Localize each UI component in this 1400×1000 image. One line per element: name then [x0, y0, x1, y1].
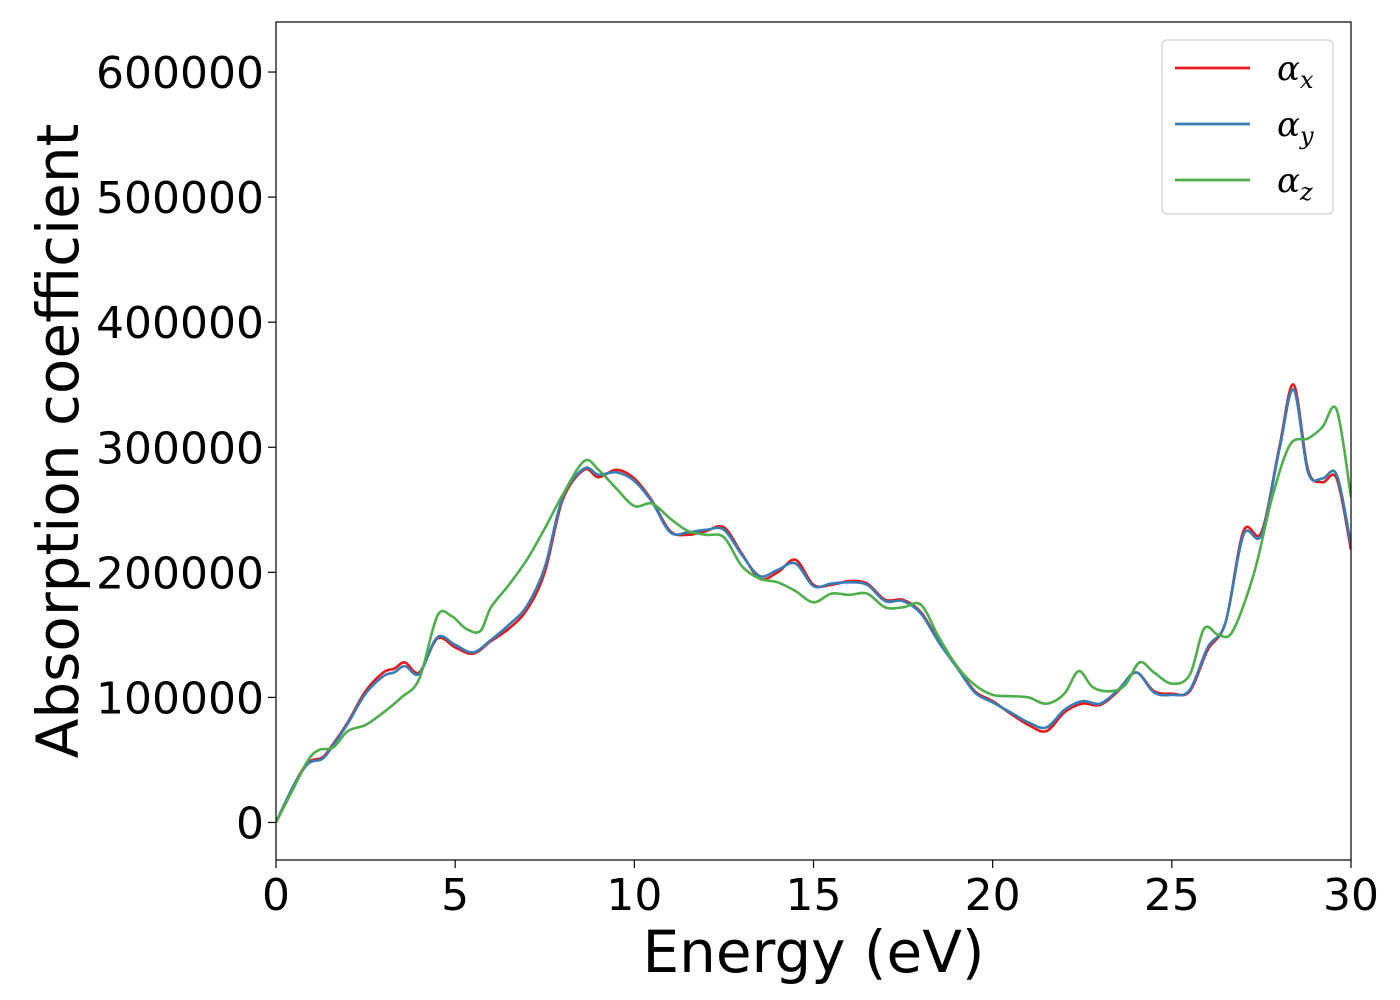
y-tick-label: 100000	[96, 673, 264, 724]
x-tick-label: 30	[1323, 870, 1379, 921]
x-tick-label: 20	[965, 870, 1021, 921]
legend-box	[1161, 39, 1334, 215]
series-layer	[276, 383, 1351, 824]
series-line-y	[276, 388, 1351, 824]
x-tick-label: 0	[262, 870, 290, 921]
x-tick-label: 15	[786, 870, 842, 921]
y-axis-title: Absorption coefficient	[24, 124, 92, 759]
x-tick-label: 25	[1144, 870, 1200, 921]
y-tick-label: 500000	[96, 173, 264, 224]
legend-label-z: αz	[1277, 161, 1313, 206]
x-axis-title: Energy (eV)	[642, 918, 984, 986]
series-line-z	[276, 405, 1351, 824]
y-tick-label: 300000	[96, 423, 264, 474]
y-tick-label: 600000	[96, 48, 264, 99]
y-tick-label: 400000	[96, 298, 264, 349]
legend: αx αy αz	[1161, 39, 1334, 215]
legend-label-x: αx	[1277, 49, 1314, 94]
y-tick-label: 0	[236, 798, 264, 849]
x-tick-label: 5	[441, 870, 469, 921]
x-tick-label: 10	[606, 870, 662, 921]
legend-label-y: αy	[1277, 105, 1314, 150]
y-tick-label: 200000	[96, 548, 264, 599]
ticks-layer: 0 5 10 15 20 25 30 0 100000 200000 300000 400000 500…	[96, 48, 1379, 921]
